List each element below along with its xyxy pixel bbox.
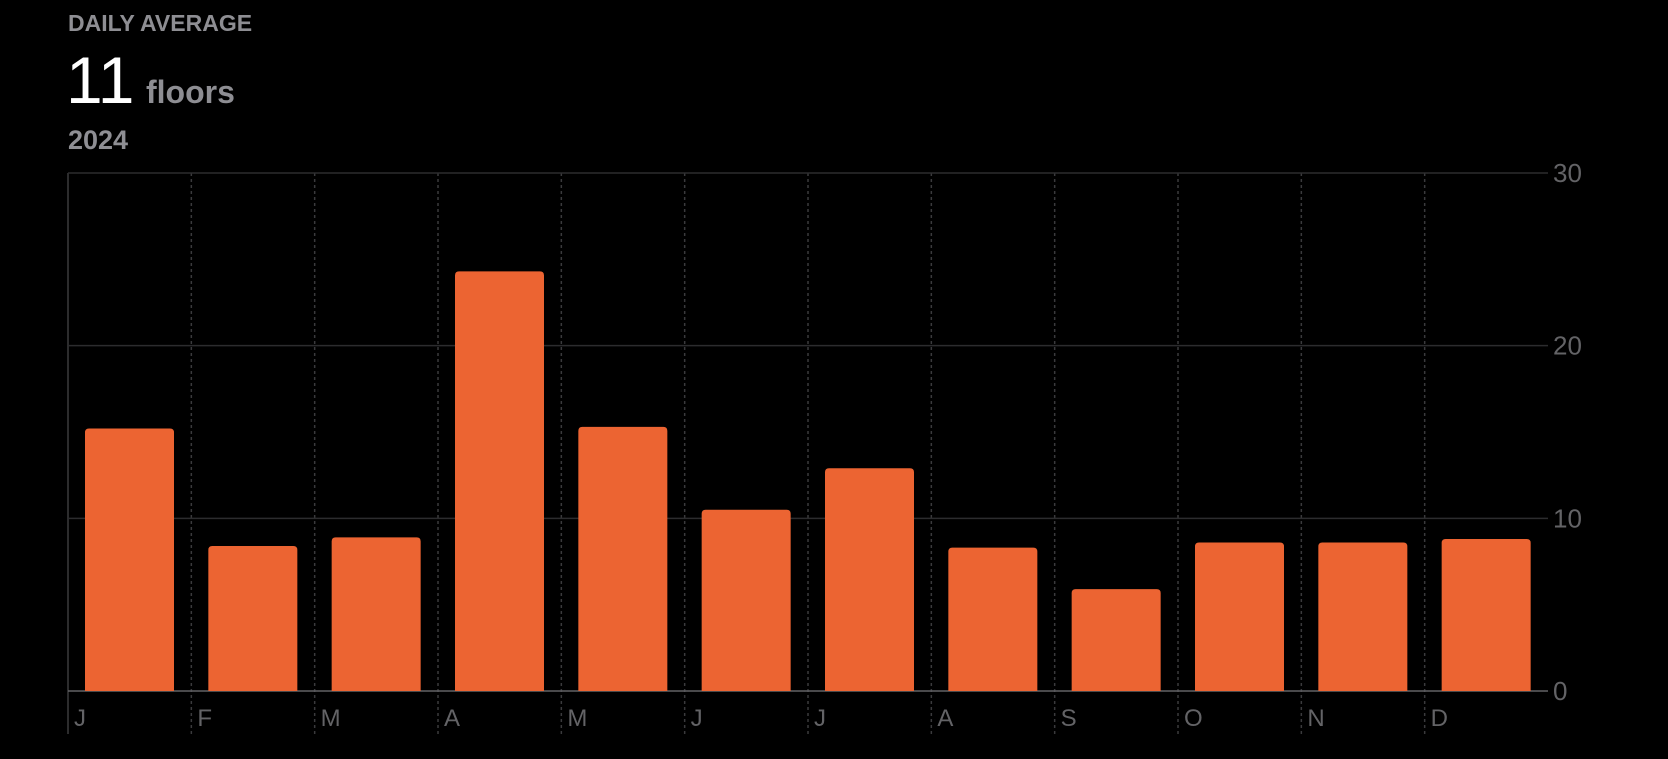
x-tick-label: O [1184,705,1203,732]
y-tick-label: 0 [1553,676,1567,706]
bar [1318,542,1408,691]
x-tick-label: A [444,705,460,732]
bar [1195,542,1284,691]
x-tick-label: M [567,705,587,732]
y-tick-label: 30 [1553,158,1582,188]
x-tick-label: D [1431,705,1448,732]
bar [85,428,174,691]
x-tick-label: M [321,705,341,732]
x-tick-label: N [1307,705,1324,732]
x-tick-label: J [814,705,826,732]
bar [1441,539,1531,691]
bar [455,271,544,691]
x-tick-label: F [197,705,212,732]
bar [1071,589,1161,691]
summary-value: 11 [66,43,135,117]
y-tick-label: 20 [1553,331,1582,361]
y-tick-label: 10 [1553,503,1582,533]
x-tick-label: J [691,705,703,732]
bar [701,509,791,691]
summary-period: 2024 [68,125,128,155]
bar [578,426,668,691]
summary-unit: floors [146,74,235,110]
x-tick-label: J [74,705,86,732]
x-tick-label: A [937,705,953,732]
x-tick-label: S [1061,705,1077,732]
bar [331,537,421,691]
bar [825,468,914,691]
bar [208,545,298,691]
bar [948,547,1038,691]
summary-label: DAILY AVERAGE [68,10,252,36]
